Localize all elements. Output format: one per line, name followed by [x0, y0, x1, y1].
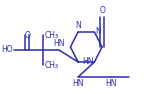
- Text: HO: HO: [1, 45, 13, 55]
- Text: CH₃: CH₃: [45, 30, 59, 39]
- Text: O: O: [24, 30, 30, 39]
- Text: O: O: [99, 6, 105, 15]
- Text: HN: HN: [82, 58, 93, 66]
- Text: CH₃: CH₃: [45, 61, 59, 69]
- Text: N: N: [75, 21, 81, 30]
- Text: HN: HN: [53, 39, 65, 48]
- Text: N: N: [95, 28, 101, 36]
- Text: HN: HN: [72, 79, 84, 88]
- Text: HN: HN: [105, 79, 116, 88]
